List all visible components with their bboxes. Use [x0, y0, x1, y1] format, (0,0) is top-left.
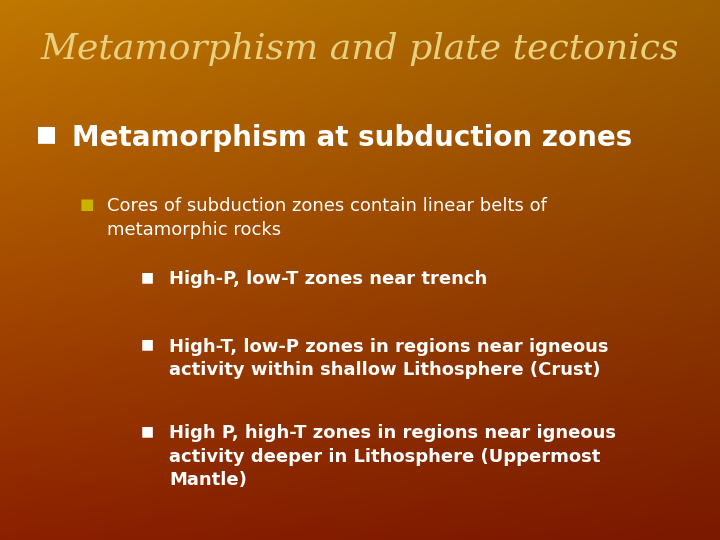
Text: Cores of subduction zones contain linear belts of
metamorphic rocks: Cores of subduction zones contain linear… [107, 197, 546, 239]
Text: High-T, low-P zones in regions near igneous
activity within shallow Lithosphere : High-T, low-P zones in regions near igne… [169, 338, 608, 379]
Text: ■: ■ [79, 197, 94, 212]
Text: High-P, low-T zones near trench: High-P, low-T zones near trench [169, 270, 487, 288]
Text: ■: ■ [36, 124, 57, 144]
Text: Metamorphism at subduction zones: Metamorphism at subduction zones [72, 124, 632, 152]
Text: ■: ■ [140, 424, 153, 438]
Text: ■: ■ [140, 338, 153, 352]
Text: Metamorphism and plate tectonics: Metamorphism and plate tectonics [41, 32, 679, 66]
Text: High P, high-T zones in regions near igneous
activity deeper in Lithosphere (Upp: High P, high-T zones in regions near ign… [169, 424, 616, 489]
Text: ■: ■ [140, 270, 153, 284]
